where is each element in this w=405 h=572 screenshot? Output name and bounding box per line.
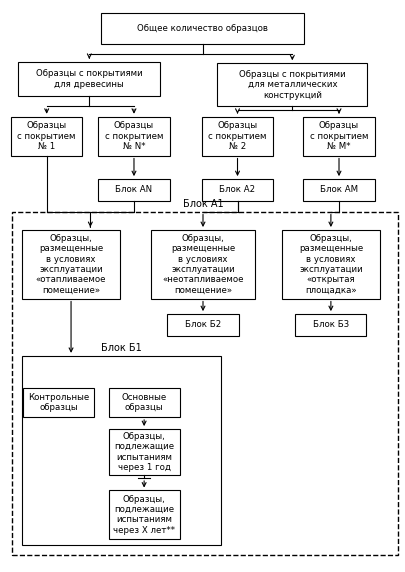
Text: Общее количество образцов: Общее количество образцов	[137, 24, 268, 33]
FancyBboxPatch shape	[108, 429, 179, 475]
Text: Блок А2: Блок А2	[219, 185, 255, 194]
FancyBboxPatch shape	[108, 490, 179, 539]
Text: Блок АМ: Блок АМ	[319, 185, 357, 194]
FancyBboxPatch shape	[294, 314, 365, 336]
FancyBboxPatch shape	[281, 230, 379, 299]
Text: Образцы
с покрытием
№ М*: Образцы с покрытием № М*	[309, 121, 367, 151]
Text: Блок Б1: Блок Б1	[101, 344, 142, 353]
FancyBboxPatch shape	[303, 117, 373, 156]
Text: Образцы,
размещенные
в условиях
эксплуатации
«неотапливаемое
помещение»: Образцы, размещенные в условиях эксплуат…	[162, 234, 243, 295]
FancyBboxPatch shape	[151, 230, 254, 299]
Text: Образцы
с покрытием
№ N*: Образцы с покрытием № N*	[104, 121, 163, 151]
Text: Образцы,
подлежащие
испытаниям
через 1 год: Образцы, подлежащие испытаниям через 1 г…	[114, 432, 174, 472]
Text: Образцы
с покрытием
№ 2: Образцы с покрытием № 2	[208, 121, 266, 151]
Text: Блок Б2: Блок Б2	[184, 320, 221, 329]
FancyBboxPatch shape	[22, 230, 119, 299]
FancyBboxPatch shape	[217, 63, 367, 106]
Text: Образцы,
подлежащие
испытаниям
через X лет**: Образцы, подлежащие испытаниям через X л…	[113, 495, 175, 535]
Text: Контрольные
образцы: Контрольные образцы	[28, 393, 89, 412]
FancyBboxPatch shape	[11, 117, 82, 156]
FancyBboxPatch shape	[108, 388, 179, 417]
Text: Блок АN: Блок АN	[115, 185, 152, 194]
Text: Образцы с покрытиями
для древесины: Образцы с покрытиями для древесины	[36, 69, 142, 89]
FancyBboxPatch shape	[303, 179, 373, 201]
Text: Основные
образцы: Основные образцы	[121, 393, 166, 412]
Text: Блок А1: Блок А1	[182, 200, 223, 209]
Text: Образцы
с покрытием
№ 1: Образцы с покрытием № 1	[17, 121, 76, 151]
Text: Образцы с покрытиями
для металлических
конструкций: Образцы с покрытиями для металлических к…	[239, 70, 345, 100]
FancyBboxPatch shape	[98, 117, 169, 156]
FancyBboxPatch shape	[201, 117, 272, 156]
FancyBboxPatch shape	[23, 388, 94, 417]
FancyBboxPatch shape	[101, 13, 304, 45]
Text: Блок Б3: Блок Б3	[312, 320, 348, 329]
FancyBboxPatch shape	[167, 314, 238, 336]
FancyBboxPatch shape	[201, 179, 272, 201]
FancyBboxPatch shape	[98, 179, 169, 201]
Text: Образцы,
размещенные
в условиях
эксплуатации
«открытая
площадка»: Образцы, размещенные в условиях эксплуат…	[298, 234, 362, 295]
Text: Образцы,
размещенные
в условиях
эксплуатации
«отапливаемое
помещение»: Образцы, размещенные в условиях эксплуат…	[36, 234, 106, 295]
FancyBboxPatch shape	[18, 62, 160, 96]
